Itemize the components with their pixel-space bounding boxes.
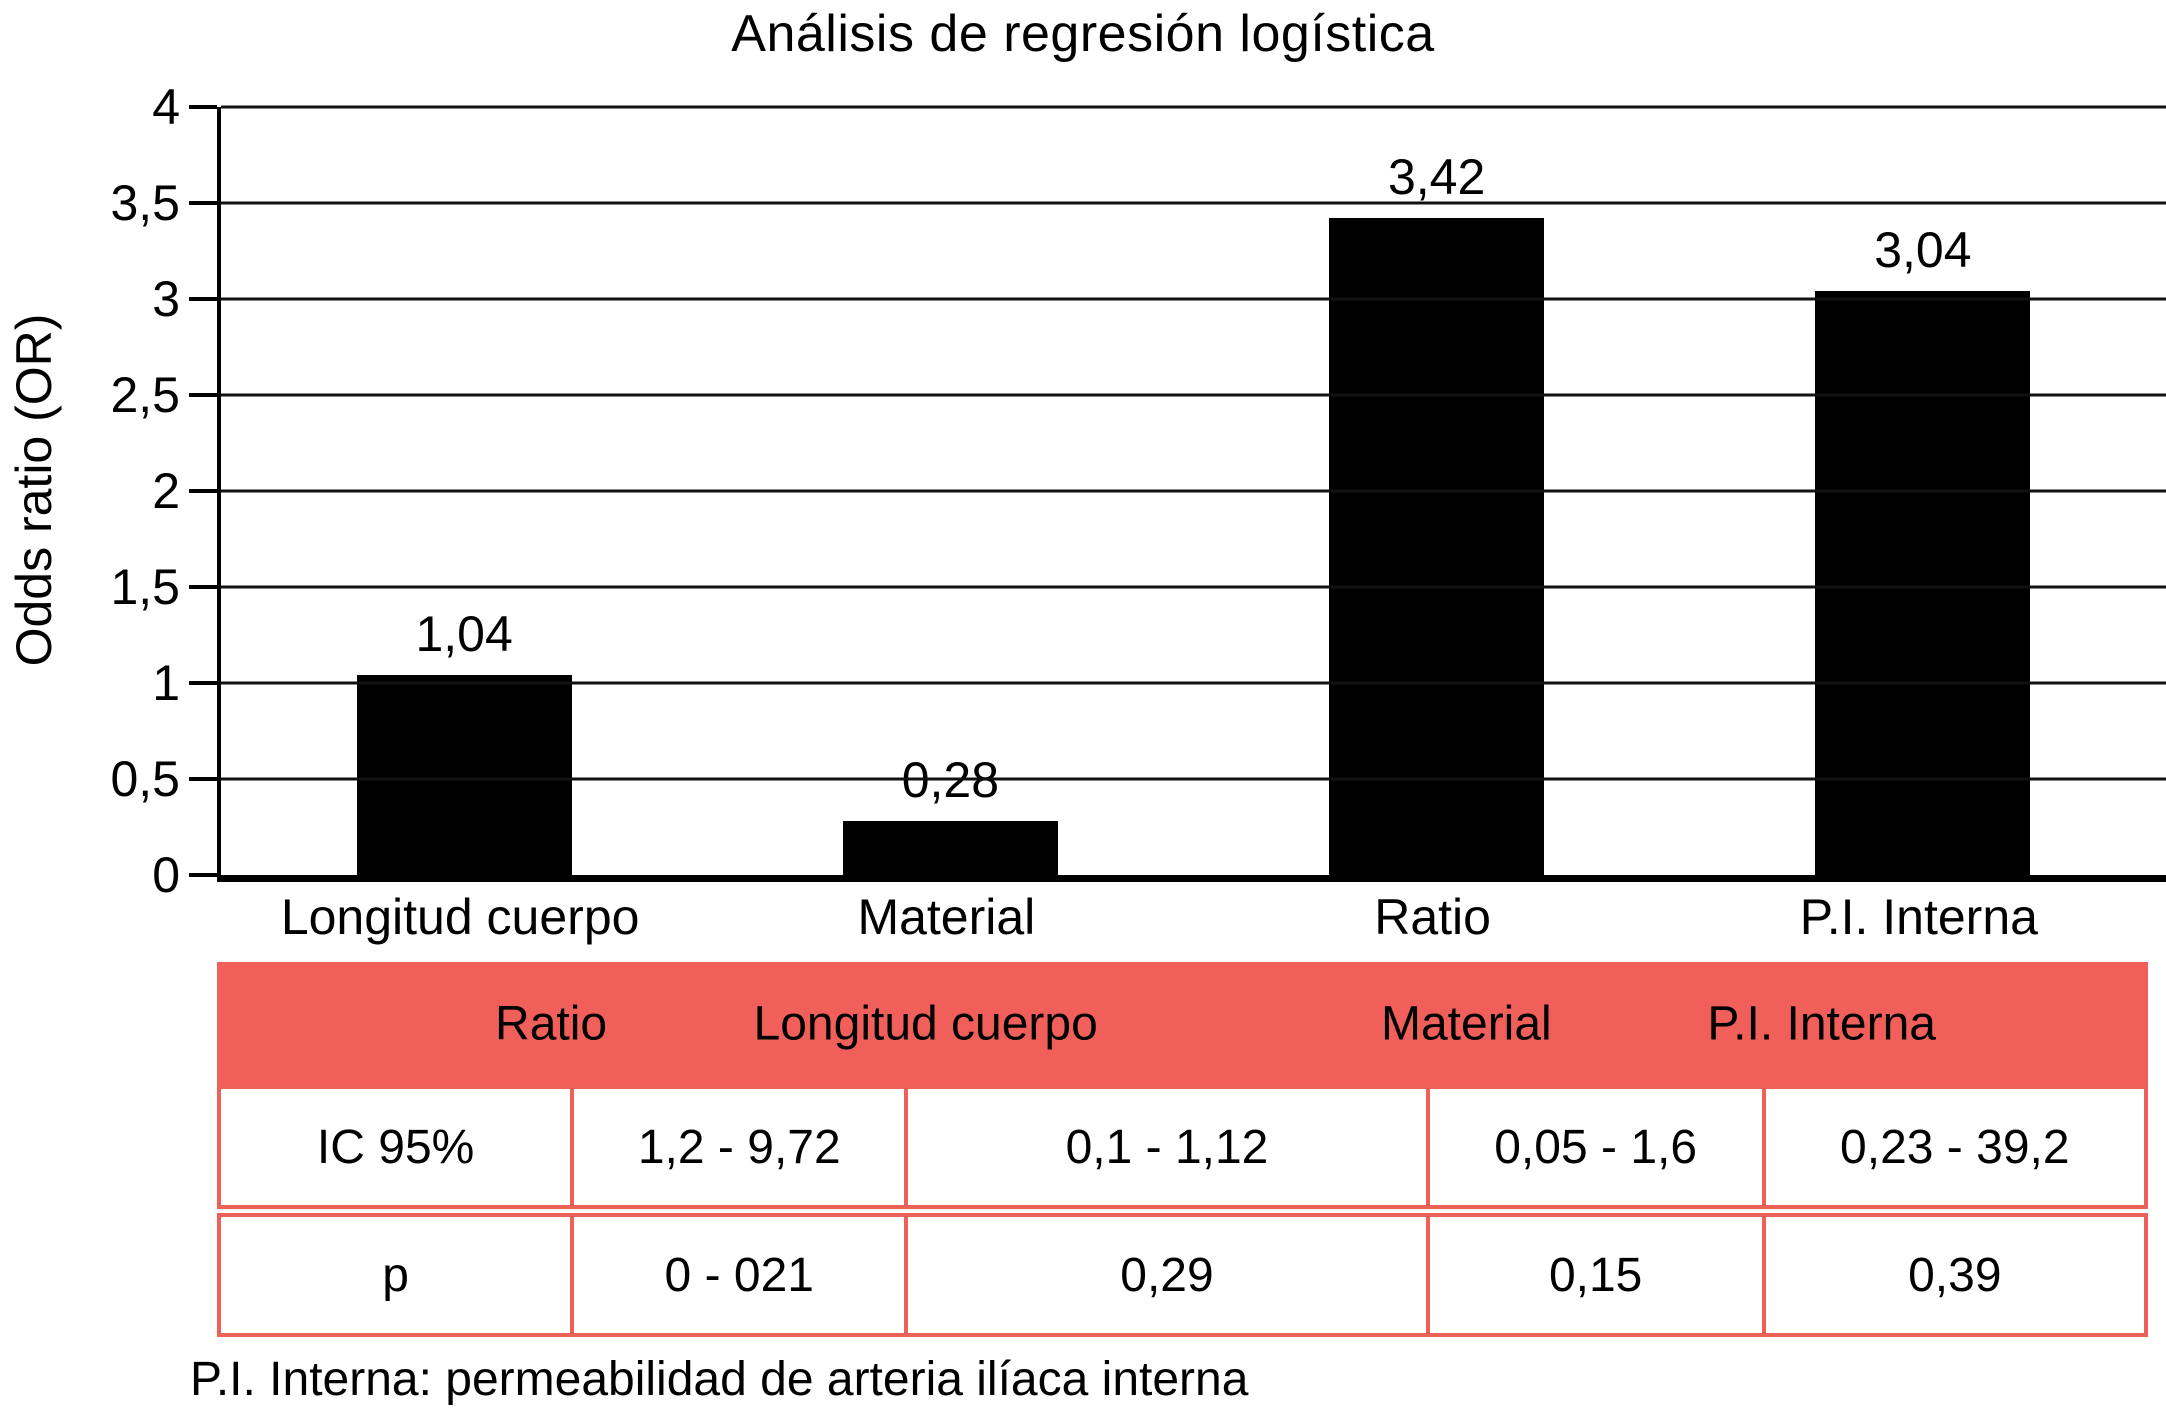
y-tick-label: 3,5: [110, 175, 180, 231]
gridline: [221, 489, 2166, 493]
row-label-cell: IC 95%: [217, 1085, 575, 1209]
bar: 3,04: [1815, 222, 2031, 875]
bar-value-label: 3,04: [1874, 222, 1972, 279]
table-row: IC 95% 1,2 - 9,72 0,1 - 1,12 0,05 - 1,6 0,23…: [217, 1085, 2148, 1209]
y-tick-label: 2: [152, 463, 180, 519]
y-tick-mark: [189, 489, 217, 493]
y-tick-label: 1,5: [110, 559, 180, 615]
y-tick-mark: [189, 297, 217, 301]
bar: 1,04: [356, 606, 572, 875]
y-tick-label: 2,5: [110, 367, 180, 423]
footnote: P.I. Interna: permeabilidad de arteria i…: [190, 1353, 1249, 1406]
gridline: [221, 105, 2166, 109]
row-label-cell: p: [217, 1213, 575, 1337]
table-cell: 0,1 - 1,12: [908, 1085, 1430, 1209]
table-cell: 0,05 - 1,6: [1429, 1085, 1766, 1209]
x-axis-labels: Longitud cuerpo Material Ratio P.I. Interna: [217, 888, 2162, 946]
results-table: Ratio Longitud cuerpo Material P.I. Interna…: [217, 962, 2148, 1337]
bar-value-label: 3,42: [1387, 149, 1486, 206]
y-tick-label: 4: [152, 79, 180, 135]
x-axis-category-label: Longitud cuerpo: [280, 889, 640, 945]
y-tick-label: 1: [152, 655, 180, 711]
bars-container: 1,04 0,28 3,42 3,04: [221, 107, 2166, 875]
gridline: [221, 297, 2166, 301]
table-cell: 0,15: [1429, 1213, 1766, 1337]
bar-slot: 0,28: [707, 107, 1193, 875]
gridline: [221, 201, 2166, 205]
table-cell: 0,39: [1765, 1213, 2148, 1337]
gridline: [221, 681, 2166, 685]
y-axis-ticks: 0 0,5 1 1,5 2 2,5 3 3,5 4: [0, 82, 180, 900]
y-tick-label: 0: [152, 847, 180, 903]
table-body: IC 95% 1,2 - 9,72 0,1 - 1,12 0,05 - 1,6 0,23…: [217, 1085, 2148, 1337]
y-tick-label: 3: [152, 271, 180, 327]
x-axis-category-label: Ratio: [1374, 889, 1491, 945]
bar: 0,28: [842, 752, 1058, 875]
chart-title: Análisis de regresión logística: [731, 5, 1435, 63]
table-header-cell: Ratio: [495, 997, 608, 1050]
x-axis-category-label: Material: [857, 889, 1036, 945]
y-tick-mark: [189, 105, 217, 109]
gridline: [221, 393, 2166, 397]
table-cell: 1,2 - 9,72: [574, 1085, 909, 1209]
table-header-cell: Longitud cuerpo: [753, 997, 1098, 1050]
y-tick-mark: [189, 201, 217, 205]
y-tick-mark: [189, 393, 217, 397]
table-header-row: Ratio Longitud cuerpo Material P.I. Interna: [217, 962, 2148, 1085]
gridline: [221, 777, 2166, 781]
y-tick-mark: [189, 777, 217, 781]
y-tick-mark: [189, 681, 217, 685]
bar: 3,42: [1329, 149, 1545, 875]
table-header-cell: Material: [1380, 997, 1552, 1050]
bar-slot: 1,04: [221, 107, 707, 875]
x-axis-category-label: P.I. Interna: [1799, 889, 2038, 945]
table-header-cell: P.I. Interna: [1707, 997, 1936, 1050]
table-cell: 0,23 - 39,2: [1765, 1085, 2148, 1209]
plot-area: 1,04 0,28 3,42 3,04: [189, 105, 2166, 882]
table-cell: 0 - 021: [574, 1213, 909, 1337]
bar-value-label: 1,04: [415, 606, 513, 663]
y-tick-mark: [189, 585, 217, 589]
y-tick-mark: [189, 873, 217, 877]
y-tick-label: 0,5: [110, 751, 180, 807]
gridline: [221, 585, 2166, 589]
table-cell: 0,29: [908, 1213, 1430, 1337]
bar-slot: 3,42: [1194, 107, 1680, 875]
